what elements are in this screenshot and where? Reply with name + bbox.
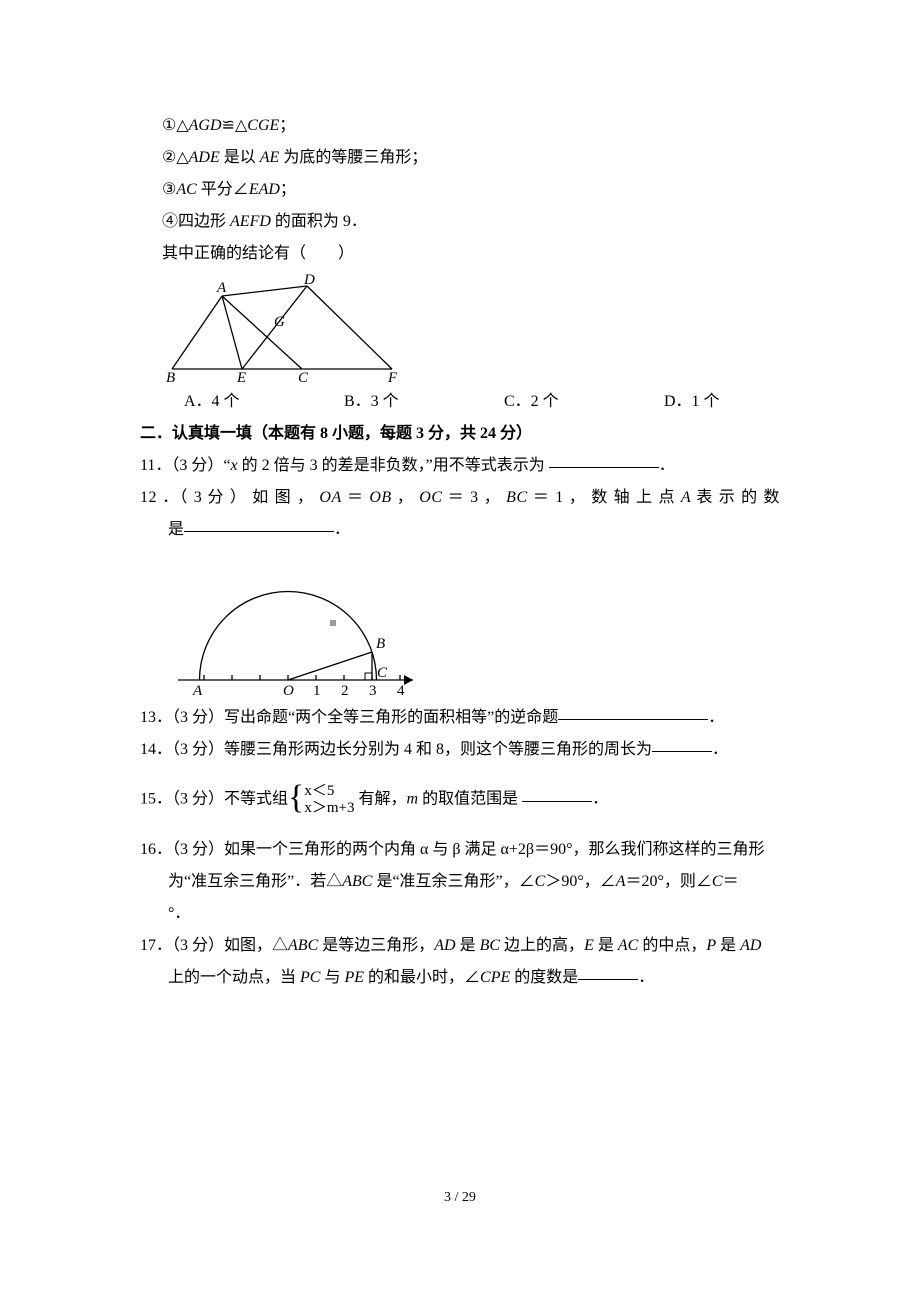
q10-figure: A D G B E C F	[162, 274, 422, 384]
q13-blank	[558, 703, 708, 720]
section-2-heading: 二．认真填一填（本题有 8 小题，每题 3 分，共 24 分）	[140, 418, 780, 450]
svg-text:O: O	[283, 683, 294, 699]
svg-text:G: G	[274, 314, 285, 330]
q12-figure: A O 1 2 3 4 B C	[168, 550, 428, 700]
q10-stmt3: ③AC 平分∠EAD；	[140, 174, 780, 206]
svg-text:D: D	[303, 274, 315, 288]
svg-text:4: 4	[397, 683, 405, 699]
q10-stmt2: ②△ADE 是以 AE 为底的等腰三角形；	[140, 142, 780, 174]
page-footer: 3 / 29	[0, 1184, 920, 1212]
q16-line3: °．	[140, 898, 780, 930]
svg-text:2: 2	[341, 683, 349, 699]
svg-text:A: A	[216, 280, 227, 296]
q12-line1: 12 ．（ 3 分 ） 如 图 ， OA ＝ OB ， OC ＝ 3 ， BC …	[140, 482, 780, 514]
svg-text:A: A	[192, 683, 203, 699]
brace-icon: {	[288, 764, 304, 832]
svg-text:C: C	[298, 370, 309, 384]
q14: 14．（3 分）等腰三角形两边长分别为 4 和 8，则这个等腰三角形的周长为．	[140, 734, 780, 766]
svg-text:1: 1	[313, 683, 321, 699]
choice-d: D．1 个	[664, 386, 720, 418]
q17-blank	[578, 963, 638, 980]
q10-stmt1: ①△AGD≌△CGE；	[140, 110, 780, 142]
q14-blank	[652, 735, 712, 752]
svg-text:B: B	[376, 636, 385, 652]
svg-text:E: E	[236, 370, 246, 384]
q12-line2: 是．	[140, 514, 780, 546]
choice-c: C．2 个	[504, 386, 664, 418]
svg-text:3: 3	[369, 683, 377, 699]
q12-blank	[184, 515, 334, 532]
q10-stmt5: 其中正确的结论有（ ）	[140, 238, 780, 270]
svg-text:F: F	[387, 370, 398, 384]
q16-line2: 为“准互余三角形”．若△ABC 是“准互余三角形”，∠C＞90°，∠A＝20°，…	[140, 866, 780, 898]
q11: 11．（3 分）“x 的 2 倍与 3 的差是非负数，”用不等式表示为 ．	[140, 450, 780, 482]
q11-blank	[549, 451, 659, 468]
q13: 13．（3 分）写出命题“两个全等三角形的面积相等”的逆命题．	[140, 702, 780, 734]
choice-b: B．3 个	[344, 386, 504, 418]
choice-a: A．4 个	[184, 386, 344, 418]
q17-line2: 上的一个动点，当 PC 与 PE 的和最小时，∠CPE 的度数是．	[140, 962, 780, 994]
page: ①△AGD≌△CGE； ②△ADE 是以 AE 为底的等腰三角形； ③AC 平分…	[0, 0, 920, 1302]
q15-blank	[522, 785, 592, 802]
cursor-marker	[330, 620, 336, 626]
q15: 15．（3 分）不等式组{x＜5x＞m+3 有解，m 的取值范围是 ．	[140, 766, 780, 834]
q16-line1: 16．（3 分）如果一个三角形的两个内角 α 与 β 满足 α+2β＝90°，那…	[140, 834, 780, 866]
q17-line1: 17．（3 分）如图，△ABC 是等边三角形，AD 是 BC 边上的高，E 是 …	[140, 930, 780, 962]
q10-choices: A．4 个 B．3 个 C．2 个 D．1 个	[140, 386, 780, 418]
svg-text:C: C	[377, 665, 388, 681]
svg-text:B: B	[166, 370, 175, 384]
q10-stmt4: ④四边形 AEFD 的面积为 9．	[140, 206, 780, 238]
